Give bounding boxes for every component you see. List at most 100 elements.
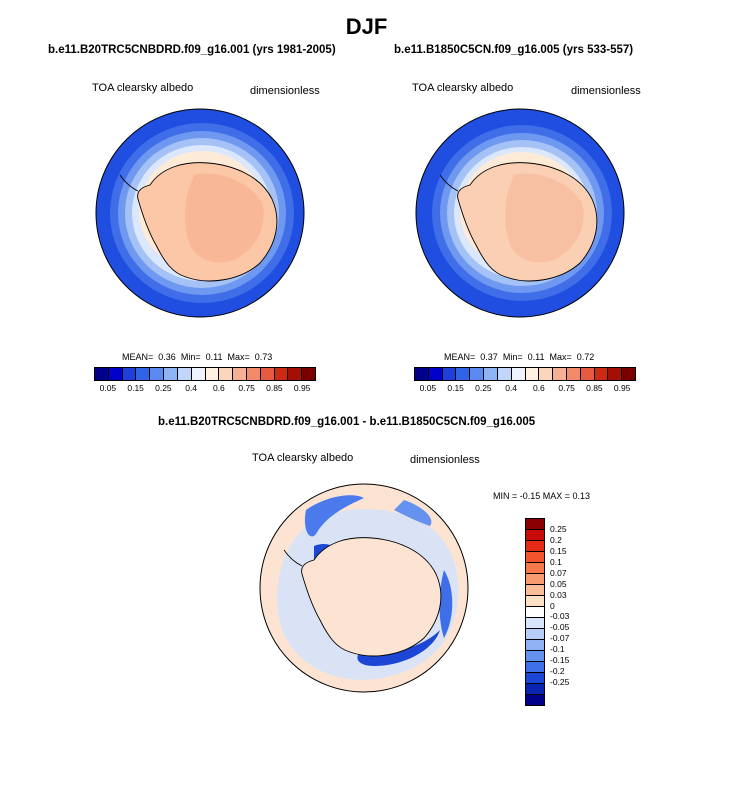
colorbar-swatch — [526, 695, 544, 705]
colorbar-tick-label: 0.07 — [550, 567, 567, 578]
diff-variable-label: TOA clearsky albedo — [252, 452, 354, 464]
diff-blue-patch-ne — [394, 500, 432, 526]
colorbar-swatch — [122, 368, 137, 380]
colorbar-tick-label: 0.03 — [550, 589, 567, 600]
colorbar-tick-label: 0.25 — [155, 383, 172, 393]
panel2-colorbar: 0.05 0.15 0.25 0.4 0.6 0.75 0.85 0.95 — [414, 367, 636, 393]
colorbar-swatch — [150, 368, 165, 380]
colorbar-swatch — [580, 368, 595, 380]
colorbar-tick-label: -0.25 — [550, 677, 570, 688]
colorbar-tick-label: 0.6 — [532, 383, 545, 393]
colorbar-tick-label: 0.6 — [212, 383, 225, 393]
diff-stats: MIN = -0.15 MAX = 0.13 — [493, 491, 591, 501]
colorbar-swatch — [526, 530, 544, 541]
colorbar-swatch — [511, 368, 526, 380]
colorbar-swatch — [415, 368, 429, 380]
panel1-map — [95, 108, 305, 318]
colorbar-swatch — [260, 368, 275, 380]
colorbar-tick-label: 0.25 — [550, 523, 567, 534]
colorbar-tick-label: -0.15 — [550, 655, 570, 666]
colorbar-tick-label: 0.4 — [505, 383, 518, 393]
colorbar-swatch — [526, 684, 544, 695]
colorbar-tick-label: 0.15 — [447, 383, 464, 393]
diff-blue-patch-e — [439, 570, 453, 638]
colorbar-swatch — [526, 673, 544, 684]
diff-units-label: dimensionless — [410, 454, 480, 466]
colorbar-tick-label: 0.25 — [475, 383, 492, 393]
colorbar-swatch — [246, 368, 261, 380]
colorbar-tick-label: 0.05 — [419, 383, 437, 393]
diff-map — [259, 483, 469, 693]
colorbar-swatch — [456, 368, 471, 380]
panel1-colorbar: 0.05 0.15 0.25 0.4 0.6 0.75 0.85 0.95 — [94, 367, 316, 393]
colorbar-swatch — [177, 368, 192, 380]
colorbar-tick-label: 0.4 — [185, 383, 198, 393]
colorbar-swatch — [164, 368, 178, 380]
colorbar-swatch — [526, 607, 544, 618]
panel1-units-label: dimensionless — [250, 85, 320, 97]
colorbar-tick-label: 0.95 — [613, 383, 631, 393]
colorbar-swatch — [526, 629, 544, 640]
colorbar-tick-label: 0.85 — [586, 383, 603, 393]
colorbar-swatch — [526, 585, 544, 596]
colorbar-tick-label: -0.07 — [550, 633, 570, 644]
colorbar-swatch — [484, 368, 498, 380]
colorbar-swatch — [288, 368, 303, 380]
colorbar-tick-label: -0.05 — [550, 622, 570, 633]
colorbar-swatch — [428, 368, 443, 380]
colorbar-swatch — [191, 368, 206, 380]
panel2-variable-label: TOA clearsky albedo — [412, 82, 514, 94]
panel1-title: b.e11.B20TRC5CNBDRD.f09_g16.001 (yrs 198… — [48, 44, 336, 56]
colorbar-swatch — [539, 368, 554, 380]
colorbar-tick-label: -0.2 — [550, 666, 565, 677]
colorbar-swatch — [526, 662, 544, 673]
colorbar-tick-label: 0.15 — [550, 545, 567, 556]
colorbar-tick-label: 0.85 — [266, 383, 283, 393]
colorbar-swatch — [95, 368, 109, 380]
colorbar-swatch — [302, 368, 315, 380]
panel2-map — [415, 108, 625, 318]
colorbar-swatch — [526, 651, 544, 662]
diff-colorbar — [525, 518, 545, 706]
colorbar-tick-label: 0.05 — [99, 383, 117, 393]
panel2-peninsula — [439, 174, 459, 192]
panel1-variable-label: TOA clearsky albedo — [92, 82, 194, 94]
colorbar-swatch — [526, 574, 544, 585]
colorbar-tick-label: 0.95 — [293, 383, 311, 393]
colorbar-swatch — [526, 552, 544, 563]
colorbar-swatch — [594, 368, 609, 380]
colorbar-tick-label: 0.2 — [550, 534, 562, 545]
colorbar-swatch — [497, 368, 512, 380]
panel2-map-border — [415, 108, 625, 318]
colorbar-tick-label: -0.03 — [550, 611, 570, 622]
colorbar-swatch — [274, 368, 289, 380]
colorbar-swatch — [553, 368, 567, 380]
panel2-title: b.e11.B1850C5CN.f09_g16.005 (yrs 533-557… — [394, 44, 634, 56]
panel2-units-label: dimensionless — [571, 85, 641, 97]
colorbar-swatch — [108, 368, 123, 380]
colorbar-swatch — [566, 368, 581, 380]
colorbar-tick-label: 0.15 — [127, 383, 144, 393]
colorbar-swatch — [526, 519, 544, 530]
figure-title: DJF — [345, 14, 388, 39]
colorbar-tick-label: 0 — [550, 600, 555, 611]
colorbar-swatch — [136, 368, 151, 380]
diff-antarctica — [301, 537, 442, 657]
colorbar-swatch — [233, 368, 247, 380]
colorbar-swatch — [470, 368, 485, 380]
diff-colorbar-ticks: 0.25 0.2 0.15 0.1 0.07 0.05 0.03 0 -0.03 -0.05 -0.… — [550, 518, 590, 704]
colorbar-swatch — [219, 368, 234, 380]
colorbar-tick-label: 0.75 — [558, 383, 575, 393]
diff-peninsula — [283, 549, 303, 567]
panel1-map-border — [95, 108, 305, 318]
colorbar-swatch — [525, 368, 540, 380]
colorbar-tick-label: 0.1 — [550, 556, 562, 567]
colorbar-swatch — [608, 368, 623, 380]
colorbar-swatch — [622, 368, 635, 380]
panel2-stats: MEAN= 0.37 Min= 0.11 Max= 0.72 — [444, 352, 595, 362]
colorbar-swatch — [526, 541, 544, 552]
panel1-stats: MEAN= 0.36 Min= 0.11 Max= 0.73 — [122, 352, 273, 362]
colorbar-swatch — [526, 618, 544, 629]
diff-blue-patch-s — [357, 630, 440, 666]
colorbar-swatch — [526, 640, 544, 651]
